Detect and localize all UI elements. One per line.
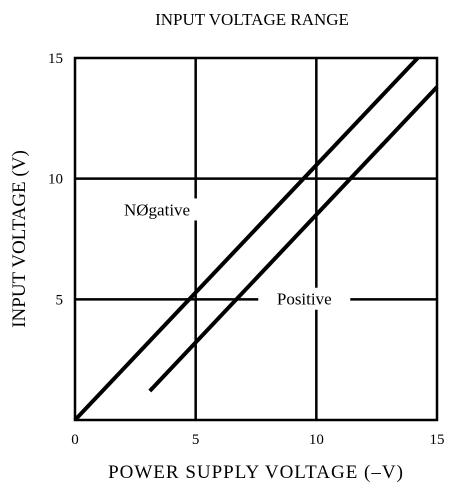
series-label-negative-background [111, 198, 204, 221]
x-axis-label: POWER SUPPLY VOLTAGE (–V) [108, 462, 404, 483]
y-tick-label: 15 [48, 51, 63, 67]
series-labels: NØgative Positive [111, 198, 351, 310]
series-label-positive-background [258, 287, 351, 310]
tick-labels: 0 5 10 15 5 10 15 [48, 51, 445, 448]
series-line-negative [73, 56, 420, 422]
series-label-negative: NØgative [124, 200, 190, 219]
y-tick-label: 5 [56, 292, 64, 308]
plot-frame [73, 56, 439, 422]
x-tick-label: 0 [71, 432, 79, 448]
x-tick-label: 10 [309, 432, 324, 448]
x-tick-label: 15 [430, 432, 445, 448]
chart-title: INPUT VOLTAGE RANGE [155, 10, 349, 29]
y-axis-label: INPUT VOLTAGE (V) [9, 150, 30, 328]
y-tick-label: 10 [48, 172, 63, 188]
series-lines [73, 56, 439, 422]
series-label-positive: Positive [277, 290, 332, 309]
x-tick-label: 5 [192, 432, 200, 448]
series-line-positive [148, 85, 439, 393]
grid [75, 58, 437, 420]
